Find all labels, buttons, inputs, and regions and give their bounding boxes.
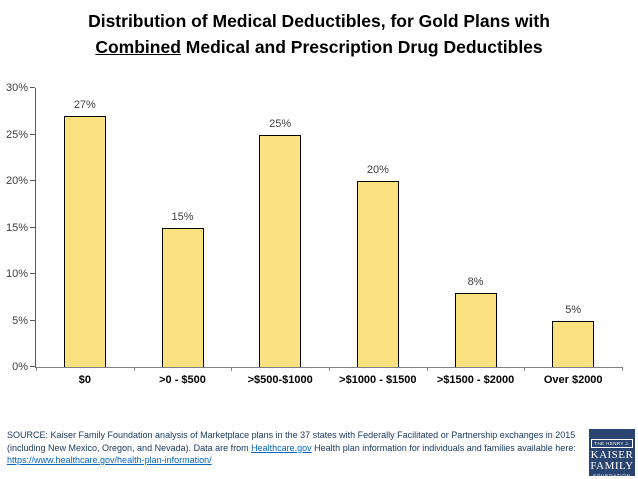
bar-value-label: 8% (467, 275, 484, 288)
health-plan-information-link[interactable]: https://www.healthcare.gov/health-plan-i… (7, 455, 212, 465)
bar-slot: 8% (427, 88, 525, 367)
bar (454, 292, 497, 367)
chart-title-underlined-word: Combined (95, 37, 181, 57)
bar-chart: 27% 15% 25% 20% 8% 5% $0 >0 - $500 >$500-$1000 >… (6, 82, 623, 386)
kff-logo-henry-text: THE HENRY J. (591, 439, 633, 448)
y-axis-tick-mark (30, 87, 35, 88)
bar-slot: 5% (524, 88, 622, 367)
bar-value-label: 20% (366, 164, 389, 177)
x-axis-category-labels: $0 >0 - $500 >$500-$1000 >$1000 - $1500 >$15… (36, 374, 622, 386)
bar (356, 181, 399, 367)
x-axis-tick-mark (329, 367, 330, 371)
y-axis-tick-label: 5% (12, 314, 28, 327)
bar-value-label: 5% (565, 303, 582, 316)
bar-slot: 20% (329, 88, 427, 367)
x-axis-category-label: >0 - $500 (159, 374, 206, 386)
bar (63, 115, 106, 367)
y-axis-tick-mark (30, 273, 35, 274)
y-axis-tick-mark (30, 366, 35, 367)
source-note: SOURCE: Kaiser Family Foundation analysi… (7, 429, 583, 467)
x-axis-tick-mark (231, 367, 233, 371)
x-axis-category-label: >$500-$1000 (247, 374, 313, 386)
x-axis-tick-mark (622, 367, 623, 371)
chart-title-line-2-rest: Medical and Prescription Drug Deductible… (180, 37, 543, 57)
bar (259, 134, 302, 367)
bar-slot: 27% (36, 88, 134, 367)
x-axis-category-label: $0 (78, 374, 91, 386)
y-axis-tick-mark (30, 319, 35, 321)
source-note-text: SOURCE: Kaiser Family Foundation analysi… (7, 430, 576, 453)
bar-chart-plot-area: 27% 15% 25% 20% 8% 5% (36, 88, 622, 367)
bar-slot: 25% (231, 88, 329, 367)
kff-logo-family-text: FAMILY (590, 460, 634, 472)
bar-slot: 15% (134, 88, 232, 367)
source-note-text-2: Health plan information for individuals … (311, 442, 576, 453)
y-axis-tick-label: 15% (5, 221, 28, 234)
y-axis-tick-mark (30, 226, 35, 228)
x-axis-category-label: >$1500 - $2000 (436, 374, 515, 386)
bar (161, 227, 204, 367)
y-axis-tick-label: 30% (5, 82, 28, 94)
x-axis-category-label: Over $2000 (543, 374, 603, 386)
chart-title-line-2: Combined Medical and Prescription Drug D… (0, 34, 638, 60)
kff-logo: THE HENRY J. KAISER FAMILY FOUNDATION (589, 429, 635, 478)
x-axis-tick-mark (133, 367, 135, 371)
y-axis-tick-mark (30, 180, 35, 181)
bar-value-label: 25% (269, 117, 292, 130)
chart-title-line-1: Distribution of Medical Deductibles, for… (88, 11, 550, 31)
bar-value-label: 15% (171, 210, 194, 223)
bar (552, 320, 595, 367)
kff-logo-kaiser-text: KAISER (590, 449, 634, 461)
x-axis-tick-mark (36, 367, 37, 371)
chart-title: Distribution of Medical Deductibles, for… (0, 8, 638, 60)
healthcare-gov-link[interactable]: Healthcare.gov (251, 442, 312, 453)
kff-logo-foundation-text: FOUNDATION (593, 473, 631, 478)
bar-value-label: 27% (73, 98, 96, 111)
y-axis-tick-label: 10% (5, 268, 28, 280)
y-axis-tick-label: 0% (12, 361, 28, 373)
x-axis-tick-mark (524, 367, 526, 371)
y-axis-tick-mark (30, 133, 35, 135)
y-axis-tick-label: 20% (5, 175, 28, 187)
x-axis-category-label: >$1000 - $1500 (339, 374, 417, 386)
x-axis-tick-mark (426, 367, 428, 371)
y-axis-tick-label: 25% (5, 128, 28, 141)
